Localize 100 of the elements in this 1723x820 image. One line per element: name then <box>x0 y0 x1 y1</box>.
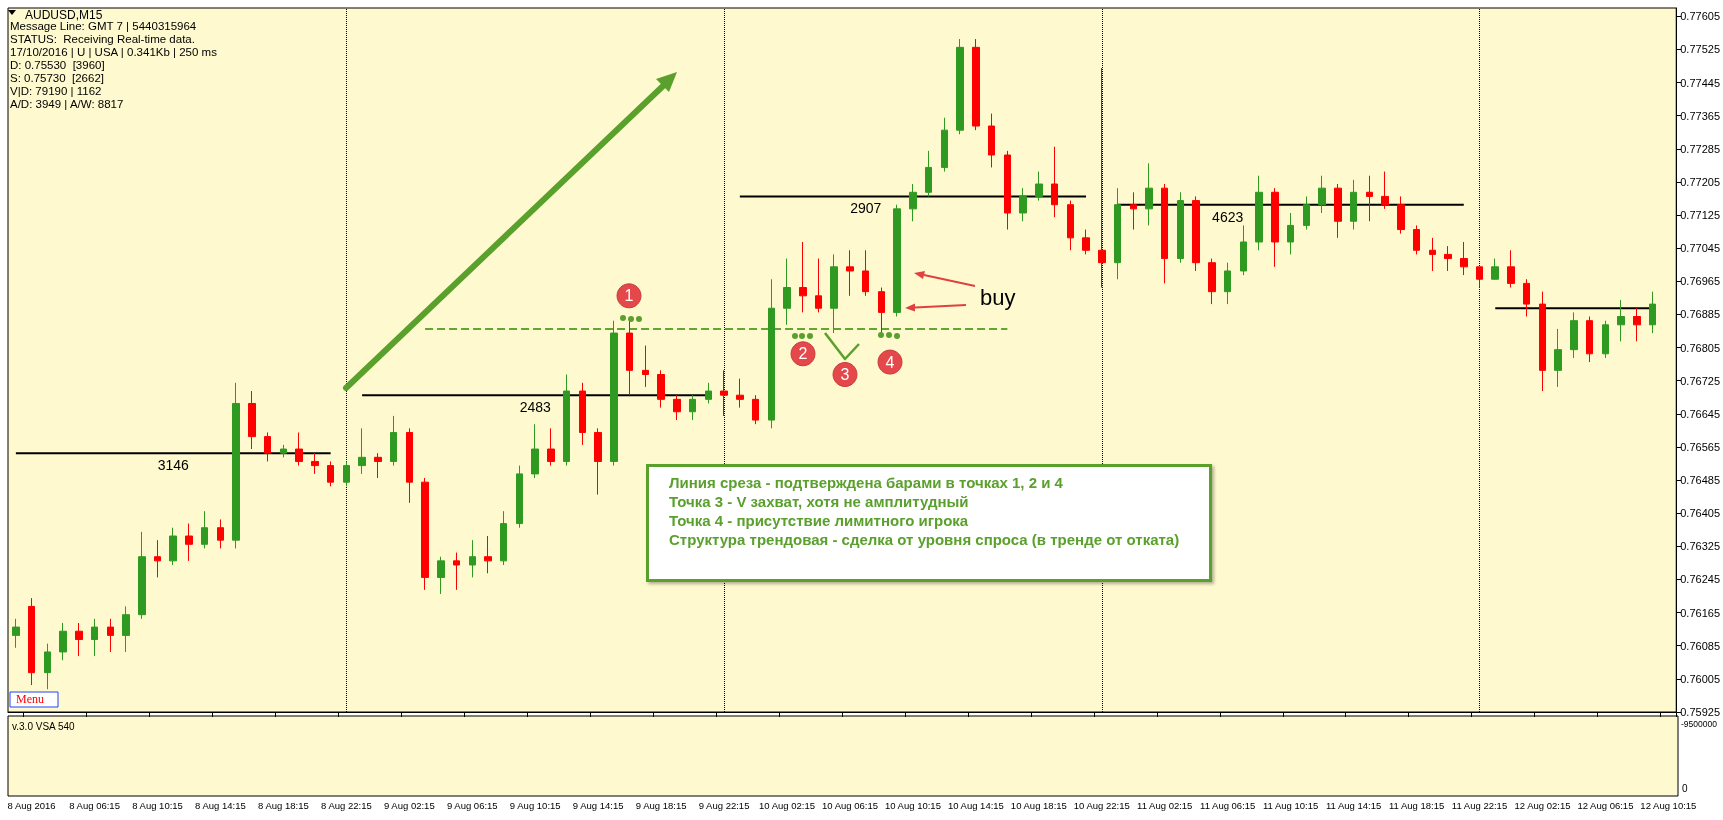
candlestick <box>1114 187 1121 280</box>
candlestick <box>1570 311 1578 359</box>
candlestick <box>1318 175 1326 214</box>
candlestick <box>1617 299 1625 342</box>
candlestick <box>453 552 460 591</box>
y-tick-label: 0.77285 <box>1680 142 1720 155</box>
candlestick <box>1255 175 1263 251</box>
x-tick-label: 8 Aug 10:15 <box>132 799 183 811</box>
annotation: Линия среза - подтверждена барами в точках 1, 2 и 4 <box>669 473 1064 492</box>
candlestick <box>91 618 98 657</box>
candlestick <box>909 183 917 222</box>
candlestick <box>673 394 681 421</box>
candlestick <box>264 431 271 462</box>
candlestick <box>941 117 948 173</box>
candlestick <box>217 518 224 549</box>
candlestick <box>1004 150 1011 231</box>
candlestick <box>925 150 932 197</box>
candlestick <box>232 382 240 549</box>
y-tick-label: 0.76885 <box>1680 308 1720 321</box>
candlestick <box>1130 191 1137 231</box>
candlestick <box>642 345 649 388</box>
x-tick-label: 9 Aug 18:15 <box>635 799 687 811</box>
candlestick <box>280 444 287 458</box>
candlestick <box>1051 146 1058 218</box>
annotation: 3 <box>840 365 850 383</box>
candlestick <box>1554 328 1562 388</box>
candlestick <box>295 431 303 467</box>
x-tick-label: 11 Aug 18:15 <box>1388 799 1445 811</box>
candlestick <box>830 253 838 334</box>
y-tick-label: 0.76645 <box>1680 407 1720 420</box>
candlestick <box>75 622 83 657</box>
y-tick-label: 0.76005 <box>1680 672 1720 685</box>
candlestick <box>1429 237 1436 272</box>
y-tick-label: 0.77045 <box>1680 242 1720 255</box>
candlestick <box>374 452 382 479</box>
series-label: 3146 <box>157 457 190 474</box>
candlestick <box>1287 212 1294 255</box>
candlestick <box>531 423 539 479</box>
candlestick <box>1208 258 1216 305</box>
candlestick <box>1491 258 1499 280</box>
candlestick <box>610 320 618 467</box>
candlestick <box>1633 307 1641 342</box>
annotation: 2 <box>798 345 808 363</box>
y-tick-label: 0.76485 <box>1680 474 1720 487</box>
candlestick <box>421 477 429 591</box>
candlestick <box>988 113 995 168</box>
x-tick-label: 12 Aug 10:15 <box>1640 799 1697 811</box>
candlestick <box>406 427 413 504</box>
candlestick <box>107 618 114 653</box>
candlestick <box>1350 179 1357 231</box>
x-tick-label: 11 Aug 10:15 <box>1263 799 1319 811</box>
candlestick <box>783 258 791 326</box>
annotation: Menu <box>16 692 44 706</box>
x-tick-label: 10 Aug 22:15 <box>1073 799 1130 811</box>
x-tick-label: 9 Aug 14:15 <box>572 799 624 811</box>
candlestick <box>799 241 807 313</box>
candlestick <box>862 249 869 297</box>
candlestick <box>547 427 555 467</box>
candlestick <box>1303 195 1310 231</box>
annotation: D: 0.75530 [3960] <box>10 59 105 71</box>
x-tick-label: 9 Aug 02:15 <box>383 799 435 811</box>
candlestick <box>1192 195 1200 272</box>
candlestick <box>1397 195 1405 235</box>
candlestick <box>893 204 901 318</box>
candlestick <box>469 539 476 578</box>
candlestick <box>138 531 146 620</box>
series-label: 2907 <box>850 200 882 217</box>
x-tick-label: 11 Aug 22:15 <box>1451 799 1508 811</box>
candlestick <box>122 605 130 653</box>
candlestick <box>154 539 161 578</box>
y-tick-label: 0.76325 <box>1680 540 1720 553</box>
y-tick-label: 0.76245 <box>1680 573 1720 586</box>
x-tick-label: 8 Aug 18:15 <box>258 799 309 811</box>
candlestick <box>1161 183 1168 284</box>
candlestick <box>1366 175 1373 222</box>
x-tick-label: 12 Aug 02:15 <box>1514 799 1571 811</box>
candlestick <box>579 382 586 446</box>
x-tick-label: 10 Aug 10:15 <box>884 799 941 811</box>
candlestick <box>1649 291 1656 334</box>
series-label: 4623 <box>1212 208 1244 225</box>
y-tick-label: 0.77365 <box>1680 109 1720 122</box>
y-tick-label: 0.76565 <box>1680 440 1720 453</box>
x-tick-label: 10 Aug 06:15 <box>821 799 878 811</box>
text: -9500000 <box>1681 718 1718 729</box>
candlestick <box>59 622 67 661</box>
candlestick <box>956 38 964 135</box>
candlestick <box>1082 229 1090 255</box>
candlestick <box>752 394 759 425</box>
candlestick <box>846 249 854 297</box>
candlestick <box>248 390 256 450</box>
candlestick <box>657 369 665 409</box>
candlestick <box>1586 316 1593 363</box>
annotation: 4 <box>885 353 895 371</box>
candlestick <box>169 527 177 566</box>
candlestick <box>1098 67 1106 289</box>
x-tick-label: 8 Aug 2016 <box>7 799 56 811</box>
candlestick <box>768 278 775 429</box>
x-tick-label: 8 Aug 06:15 <box>69 799 120 811</box>
y-tick-label: 0.76965 <box>1680 275 1720 288</box>
y-tick-label: 0.75925 <box>1680 706 1720 718</box>
